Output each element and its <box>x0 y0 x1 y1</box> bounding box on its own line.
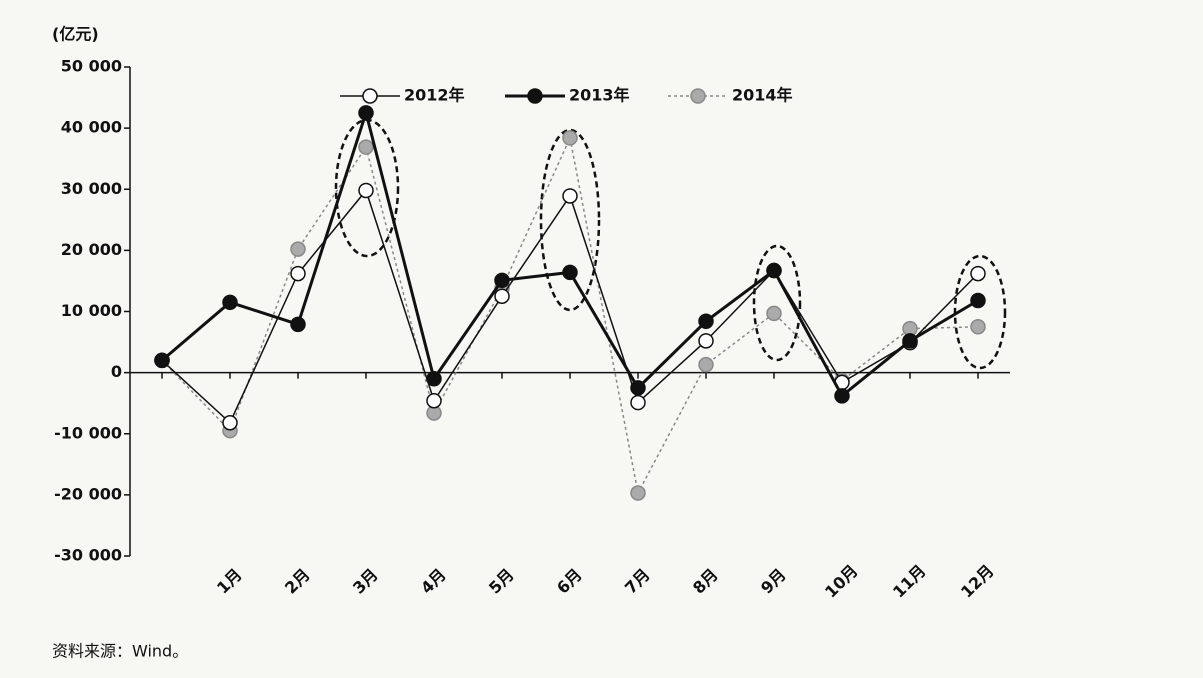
y-tick-label: -10 000 <box>54 423 122 442</box>
legend-marker <box>690 88 706 104</box>
x-tick-label: 11月 <box>889 561 930 602</box>
point <box>698 313 714 330</box>
y-tick-label: 0 <box>111 362 122 381</box>
y-tick-label: 10 000 <box>61 301 122 320</box>
point <box>970 319 986 335</box>
point <box>698 356 714 373</box>
y-axis-label: (亿元) <box>52 25 99 44</box>
point <box>222 414 238 431</box>
point <box>630 394 646 411</box>
point <box>970 265 986 282</box>
x-tick-label: 12月 <box>957 561 998 602</box>
series-line <box>161 107 979 399</box>
point <box>426 370 442 387</box>
point <box>290 316 306 333</box>
legend-label: 2014年 <box>732 86 793 105</box>
ellipse <box>953 254 1007 370</box>
point <box>426 392 442 409</box>
x-tick-label: 5月 <box>485 565 518 598</box>
y-tick-label: -30 000 <box>54 546 122 565</box>
series-line <box>161 188 979 424</box>
x-tick-label: 7月 <box>621 565 654 598</box>
point <box>630 380 646 396</box>
point <box>494 272 510 289</box>
x-tick-label: 9月 <box>757 565 790 598</box>
y-tick-label: 20 000 <box>61 240 122 259</box>
legend-label: 2012年 <box>404 86 465 105</box>
point <box>766 305 782 322</box>
point <box>222 294 238 311</box>
x-tick-label: 1月 <box>213 565 246 598</box>
point <box>358 105 374 121</box>
y-tick-label: 40 000 <box>61 118 122 137</box>
y-tick-label: -20 000 <box>54 484 122 503</box>
x-tick-label: 4月 <box>417 565 450 598</box>
x-tick-label: 8月 <box>689 565 722 598</box>
point <box>766 262 782 279</box>
point <box>290 241 306 257</box>
point <box>902 333 918 349</box>
y-tick-label: 50 000 <box>61 57 122 76</box>
x-tick-label: 2月 <box>281 565 314 598</box>
x-tick-label: 10月 <box>821 561 862 602</box>
point <box>494 288 510 304</box>
point <box>358 182 374 199</box>
point <box>154 352 170 369</box>
point <box>290 265 306 282</box>
ellipse <box>539 128 601 312</box>
point <box>562 130 578 146</box>
x-tick-label: 6月 <box>553 565 586 598</box>
legend-marker <box>362 88 378 104</box>
source-note: 资料来源：Wind。 <box>52 642 188 661</box>
point <box>970 292 986 309</box>
point <box>630 485 646 501</box>
y-tick-label: 30 000 <box>61 179 122 198</box>
legend-label: 2013年 <box>569 86 630 105</box>
ellipse <box>752 244 802 362</box>
point <box>358 139 374 155</box>
x-tick-label: 3月 <box>349 565 382 598</box>
point <box>562 188 578 204</box>
point <box>698 333 714 349</box>
point <box>834 388 850 404</box>
legend-marker <box>527 88 543 104</box>
point <box>562 264 578 281</box>
